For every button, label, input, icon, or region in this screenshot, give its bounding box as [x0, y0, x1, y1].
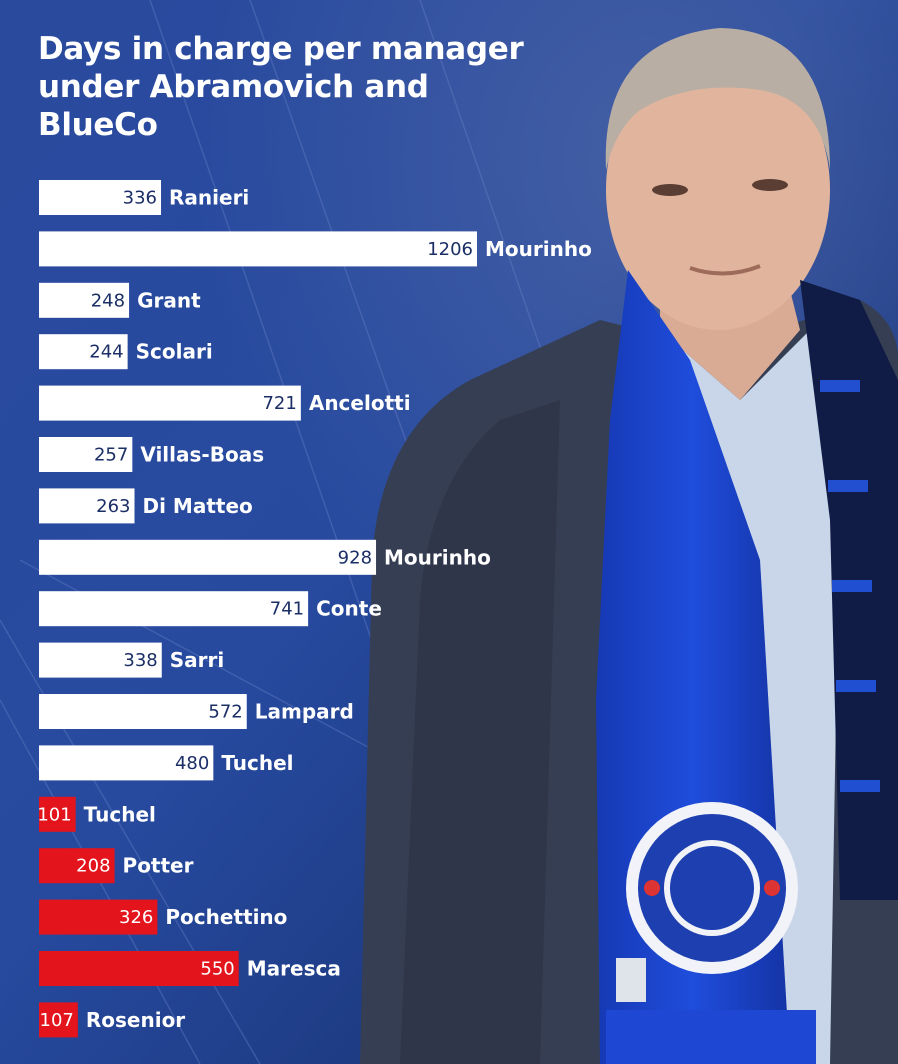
bar-row: 326 Pochettino [39, 899, 287, 935]
category-label: Pochettino [165, 905, 287, 929]
bar-value-label: 1206 [427, 239, 473, 260]
bar-row: 480 Tuchel [39, 745, 294, 781]
category-label: Mourinho [384, 545, 491, 569]
bar-value-label: 208 [76, 856, 110, 877]
bar-row: 928 Mourinho [39, 539, 491, 575]
bar-value-label: 572 [208, 702, 242, 723]
category-label: Grant [137, 288, 201, 312]
bar-value-label: 480 [175, 753, 209, 774]
category-label: Ancelotti [309, 391, 411, 415]
bar-value-label: 326 [119, 907, 153, 928]
bar [39, 745, 214, 781]
bar-row: 101 Tuchel [37, 796, 156, 832]
bar-value-label: 336 [123, 188, 157, 209]
category-label: Di Matteo [143, 494, 253, 518]
bar [39, 848, 115, 884]
bar-row: 572 Lampard [39, 694, 354, 729]
bar-value-label: 101 [37, 804, 71, 825]
bar [39, 1002, 78, 1038]
category-label: Tuchel [84, 802, 156, 826]
category-label: Conte [316, 597, 382, 621]
bar [39, 796, 76, 832]
bar-row: 741 Conte [39, 591, 382, 627]
category-label: Scolari [136, 340, 213, 364]
bar-value-label: 244 [89, 342, 123, 363]
bar-row: 1206 Mourinho [39, 231, 592, 267]
bar [39, 334, 128, 370]
category-label: Tuchel [221, 751, 293, 775]
bar-value-label: 257 [94, 445, 128, 466]
category-label: Ranieri [169, 186, 249, 210]
bar-value-label: 550 [200, 959, 234, 980]
category-label: Lampard [255, 700, 354, 724]
bar-row: 244 Scolari [39, 334, 213, 370]
bar [39, 437, 133, 472]
bar-value-label: 263 [96, 496, 130, 517]
bar-row: 257 Villas-Boas [39, 437, 264, 472]
bar-row: 721 Ancelotti [39, 385, 411, 421]
bar [39, 591, 309, 627]
bar [39, 385, 301, 421]
bar-row: 336 Ranieri [39, 180, 249, 215]
bar [39, 951, 239, 986]
bar-row: 550 Maresca [39, 951, 341, 986]
category-label: Maresca [247, 957, 341, 981]
bar-value-label: 107 [40, 1010, 74, 1031]
bar-value-label: 248 [91, 290, 125, 311]
bar [39, 282, 130, 318]
bar [39, 539, 377, 575]
bar-value-label: 338 [123, 650, 157, 671]
bar [39, 231, 477, 267]
bar [39, 488, 135, 524]
bar [39, 180, 162, 215]
bar-row: 208 Potter [39, 848, 194, 884]
bar [39, 642, 162, 678]
bar-row: 248 Grant [39, 282, 201, 318]
category-label: Mourinho [485, 237, 592, 261]
category-label: Potter [123, 854, 194, 878]
bar [39, 899, 158, 935]
chart-title: Days in charge per manager under Abramov… [38, 31, 524, 143]
bar-value-label: 928 [338, 547, 372, 568]
category-label: Sarri [170, 648, 224, 672]
category-label: Rosenior [86, 1008, 185, 1032]
bar-row: 338 Sarri [39, 642, 224, 678]
bar-value-label: 721 [262, 393, 296, 414]
bar-row: 263 Di Matteo [39, 488, 253, 524]
bar-value-label: 741 [270, 599, 304, 620]
bar-row: 107 Rosenior [39, 1002, 185, 1038]
bar [39, 694, 247, 729]
category-label: Villas-Boas [140, 443, 264, 467]
